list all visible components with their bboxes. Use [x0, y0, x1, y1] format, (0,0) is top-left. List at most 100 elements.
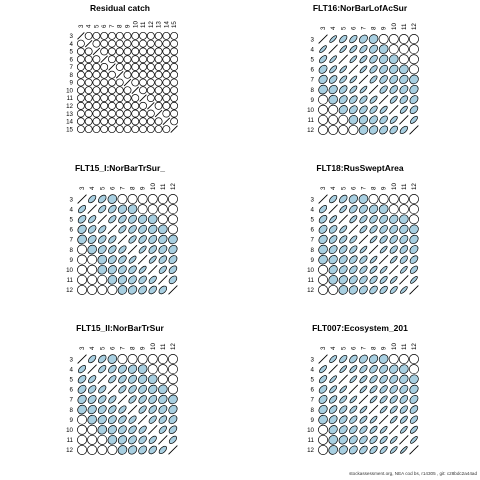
correlation-ellipse — [100, 39, 109, 48]
column-label: 8 — [117, 24, 124, 28]
column-label: 7 — [360, 26, 367, 30]
correlation-ellipse — [84, 78, 93, 87]
column-label: 11 — [401, 183, 408, 190]
correlation-ellipse — [97, 424, 108, 435]
diagonal-mark — [168, 285, 178, 295]
correlation-ellipse — [100, 109, 109, 118]
correlation-ellipse — [379, 64, 389, 74]
diagonal-mark — [117, 394, 128, 405]
correlation-ellipse — [137, 354, 148, 365]
correlation-ellipse — [319, 365, 328, 374]
correlation-ellipse — [329, 395, 338, 404]
correlation-ellipse — [157, 204, 168, 215]
correlation-ellipse — [349, 395, 358, 404]
correlation-ellipse — [127, 204, 138, 214]
correlation-ellipse — [359, 415, 368, 424]
correlation-ellipse — [128, 255, 137, 264]
diagonal-mark — [399, 435, 409, 445]
correlation-ellipse — [162, 101, 171, 110]
correlation-ellipse — [318, 274, 329, 285]
correlation-ellipse — [148, 285, 157, 295]
row-label: 10 — [66, 427, 73, 434]
row-label: 4 — [70, 41, 74, 48]
correlation-ellipse — [84, 63, 93, 71]
correlation-ellipse — [167, 374, 178, 385]
correlation-ellipse — [328, 435, 338, 445]
correlation-ellipse — [127, 445, 138, 455]
correlation-ellipse — [138, 384, 148, 394]
correlation-ellipse — [146, 78, 155, 87]
correlation-ellipse — [98, 395, 107, 404]
diagonal-mark — [348, 64, 359, 75]
correlation-ellipse — [146, 39, 155, 48]
correlation-ellipse — [117, 445, 128, 455]
correlation-ellipse — [369, 364, 378, 374]
correlation-ellipse — [379, 75, 388, 84]
correlation-ellipse — [170, 47, 179, 56]
correlation-ellipse — [84, 94, 93, 102]
correlation-ellipse — [131, 55, 140, 64]
diagonal-mark — [338, 54, 348, 64]
correlation-ellipse — [107, 284, 118, 295]
correlation-ellipse — [84, 109, 93, 118]
row-label: 11 — [308, 117, 315, 124]
correlation-ellipse — [139, 39, 147, 48]
correlation-ellipse — [399, 364, 409, 374]
correlation-ellipse — [349, 354, 358, 364]
diagonal-mark — [77, 354, 87, 364]
correlation-ellipse — [118, 405, 127, 414]
correlation-ellipse — [358, 194, 369, 204]
correlation-ellipse — [389, 276, 398, 284]
column-label: 9 — [381, 26, 388, 30]
diagonal-mark — [358, 234, 369, 245]
row-label: 9 — [311, 257, 315, 264]
row-label: 5 — [311, 376, 315, 383]
correlation-ellipse — [158, 224, 168, 235]
column-label: 5 — [340, 26, 347, 30]
correlation-ellipse — [77, 424, 88, 435]
diagonal-mark — [170, 125, 178, 133]
panel-title: FLT16:NorBarLofAcSur — [313, 3, 408, 13]
correlation-ellipse — [389, 214, 399, 224]
column-label: 3 — [320, 186, 327, 190]
correlation-ellipse — [318, 424, 329, 435]
correlation-ellipse — [115, 101, 124, 110]
correlation-ellipse — [128, 275, 137, 285]
diagonal-mark — [389, 105, 399, 115]
correlation-ellipse — [409, 224, 419, 235]
row-label: 6 — [311, 387, 315, 394]
column-label: 11 — [160, 183, 167, 190]
diagonal-mark — [127, 244, 138, 255]
correlation-ellipse — [162, 63, 171, 71]
correlation-ellipse — [369, 235, 378, 244]
correlation-ellipse — [158, 445, 167, 455]
column-label: 5 — [340, 346, 347, 350]
correlation-ellipse — [399, 105, 408, 114]
correlation-ellipse — [369, 255, 378, 264]
correlation-ellipse — [162, 109, 171, 118]
correlation-ellipse — [319, 45, 327, 53]
correlation-ellipse — [127, 354, 138, 365]
correlation-ellipse — [115, 47, 124, 56]
correlation-ellipse — [388, 34, 399, 45]
correlation-ellipse — [77, 234, 87, 245]
correlation-ellipse — [349, 375, 358, 384]
correlation-ellipse — [359, 225, 368, 234]
correlation-ellipse — [88, 354, 97, 364]
diagonal-mark — [338, 214, 348, 224]
correlation-ellipse — [170, 63, 179, 71]
correlation-ellipse — [369, 425, 378, 434]
correlation-ellipse — [389, 64, 399, 74]
row-label: 10 — [307, 107, 314, 114]
correlation-ellipse — [168, 244, 178, 255]
correlation-ellipse — [76, 63, 85, 71]
correlation-ellipse — [88, 375, 97, 384]
correlation-ellipse — [98, 365, 107, 374]
column-label: 9 — [140, 186, 147, 190]
correlation-ellipse — [147, 194, 158, 205]
correlation-ellipse — [100, 31, 109, 40]
diagonal-mark — [131, 86, 139, 94]
